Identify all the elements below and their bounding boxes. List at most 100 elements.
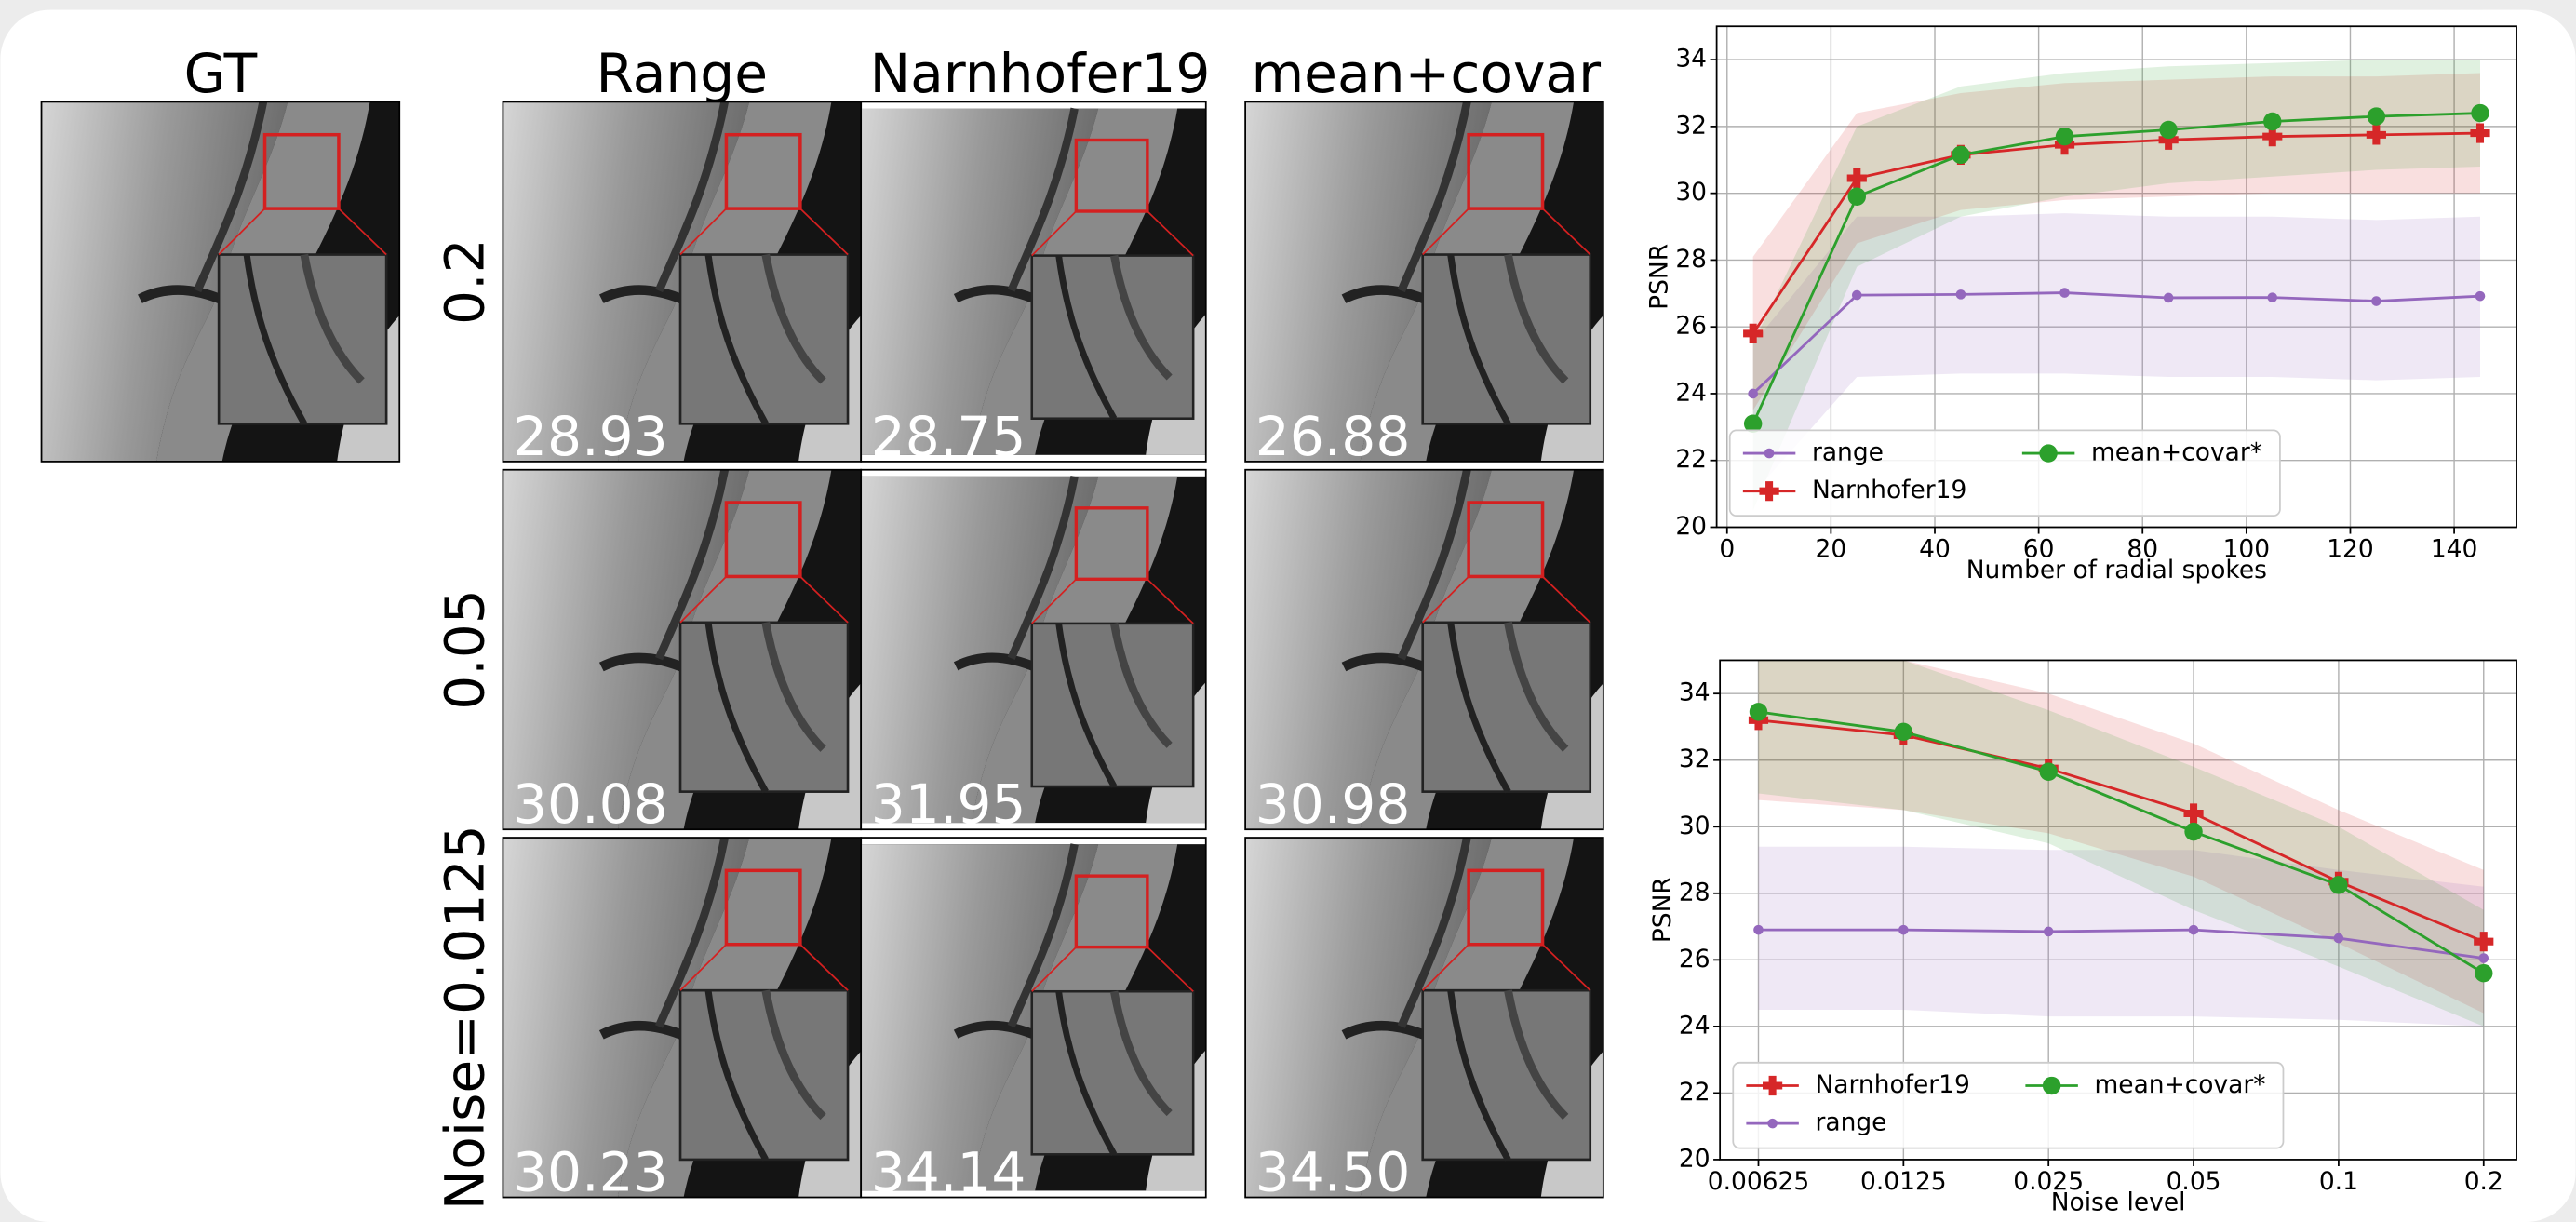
marker — [2184, 822, 2203, 841]
y-tick-label: 26 — [1679, 945, 1711, 974]
series-line — [1758, 928, 2484, 960]
chart: 20 22 24 26 28 30 32 34 0.00625 0.0125 0.025 0.05 0.… — [1648, 659, 2517, 1217]
x-tick-label: 100 — [2223, 535, 2271, 564]
reconstruction-image — [861, 844, 1206, 1190]
y-tick-label: 20 — [1679, 1144, 1711, 1173]
marker — [2262, 127, 2283, 147]
marker — [2159, 120, 2178, 140]
reconstruction-image — [861, 109, 1206, 455]
y-tick-label: 26 — [1675, 312, 1707, 341]
marker — [1847, 187, 1866, 206]
image-border — [40, 101, 401, 463]
legend-label: Narnhofer19 — [1815, 1070, 1969, 1099]
x-tick-label: 0.1 — [2319, 1167, 2358, 1196]
legend-marker — [1759, 481, 1779, 502]
series-line — [1751, 112, 2481, 424]
marker — [2470, 123, 2490, 143]
legend-box — [1728, 429, 2281, 517]
marker — [1743, 323, 1764, 343]
marker — [2367, 107, 2386, 126]
psnr-value: 26.88 — [1255, 405, 1411, 468]
marker — [2183, 803, 2204, 824]
x-axis-label: Noise level — [2051, 1188, 2186, 1217]
marker — [2471, 103, 2489, 123]
gt-image — [42, 101, 400, 461]
y-tick-label: 30 — [1679, 812, 1711, 840]
series-line — [1758, 718, 2485, 943]
psnr-value: 34.14 — [871, 1140, 1026, 1203]
marker — [1753, 924, 1764, 935]
legend-label: Narnhofer19 — [1812, 476, 1966, 504]
image-border — [860, 101, 1207, 463]
marker — [2371, 296, 2381, 306]
y-tick-label: 24 — [1675, 378, 1707, 407]
column-title: GT — [184, 42, 258, 105]
legend-label: mean+covar* — [2091, 438, 2262, 467]
marker — [2188, 924, 2199, 935]
y-tick-label: 28 — [1679, 878, 1711, 906]
legend-label: mean+covar* — [2095, 1070, 2266, 1099]
marker — [2333, 933, 2344, 944]
error-band — [1752, 213, 2480, 494]
y-tick-label: 28 — [1675, 245, 1707, 274]
marker — [2366, 125, 2386, 145]
x-tick-label: 20 — [1816, 535, 1847, 564]
x-tick-label: 0.2 — [2464, 1167, 2503, 1196]
y-tick-label: 22 — [1679, 1078, 1711, 1107]
image-border — [1244, 101, 1604, 463]
marker — [2158, 129, 2179, 150]
plot-frame — [1715, 25, 2517, 529]
x-tick-label: 0.025 — [2013, 1167, 2084, 1196]
reconstruction-image — [861, 477, 1206, 823]
psnr-value: 30.23 — [513, 1140, 668, 1203]
marker — [2059, 288, 2070, 298]
y-tick-label: 30 — [1675, 178, 1707, 207]
x-tick-label: 40 — [1919, 535, 1951, 564]
y-axis-label: PSNR — [1645, 244, 1674, 310]
x-tick-label: 120 — [2327, 535, 2374, 564]
marker — [2475, 963, 2493, 983]
marker — [1748, 388, 1758, 399]
psnr-value: 30.08 — [513, 772, 668, 836]
legend-marker — [1764, 448, 1775, 459]
column-title: Range — [597, 42, 769, 105]
y-tick-label: 20 — [1675, 512, 1707, 541]
psnr-value: 31.95 — [871, 772, 1026, 836]
marker — [2055, 127, 2074, 146]
error-band — [1758, 846, 2484, 1027]
x-axis-label: Number of radial spokes — [1966, 556, 2267, 584]
y-tick-label: 24 — [1679, 1011, 1711, 1040]
row-label: Noise=0.0125 — [433, 825, 496, 1210]
y-tick-label: 22 — [1675, 445, 1707, 474]
y-tick-label: 32 — [1679, 745, 1711, 773]
x-tick-label: 0 — [1719, 535, 1735, 564]
marker — [2267, 292, 2278, 302]
marker — [2039, 762, 2058, 781]
psnr-value: 30.98 — [1255, 772, 1411, 836]
y-axis-label: PSNR — [1648, 877, 1677, 943]
marker — [2263, 112, 2282, 131]
marker — [2329, 876, 2348, 894]
marker — [1749, 703, 1768, 721]
marker — [2475, 290, 2486, 302]
legend-label: range — [1815, 1108, 1886, 1137]
marker — [2478, 953, 2489, 963]
psnr-value: 28.75 — [871, 405, 1026, 468]
image-border — [1244, 837, 1604, 1199]
marker — [1851, 289, 1862, 301]
x-tick-label: 0.00625 — [1708, 1167, 1809, 1196]
plot-frame — [1719, 659, 2517, 1161]
marker — [1743, 414, 1763, 433]
x-tick-label: 60 — [2023, 535, 2055, 564]
error-band — [1752, 73, 2480, 410]
marker — [1955, 289, 1966, 300]
plot-area — [1752, 60, 2480, 511]
column-title: mean+covar — [1251, 42, 1601, 105]
legend-marker — [2042, 1076, 2061, 1095]
legend-label: range — [1812, 438, 1884, 467]
series-line — [1751, 131, 2481, 335]
chart: 20 22 24 26 28 30 32 34 0 20 40 60 80 100 120 140 Number… — [1645, 25, 2517, 584]
series-line — [1758, 710, 2485, 974]
